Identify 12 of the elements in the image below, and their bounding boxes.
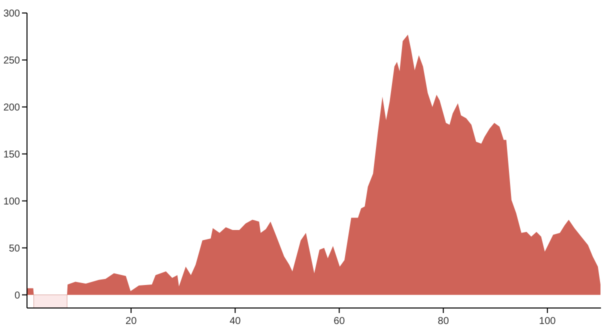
x-tick-label: 20 — [126, 316, 138, 327]
x-tick-label: 80 — [438, 316, 450, 327]
y-tick-label: 300 — [3, 8, 20, 20]
y-tick-label: 0 — [14, 290, 20, 302]
y-tick-label: 250 — [3, 55, 20, 66]
x-tick-label: 40 — [230, 316, 242, 327]
y-tick-label: 200 — [3, 102, 20, 114]
y-tick-label: 50 — [8, 243, 20, 254]
x-tick-label: 100 — [539, 316, 556, 327]
x-tick-label: 60 — [334, 316, 346, 327]
y-tick-label: 150 — [3, 149, 20, 160]
y-tick-label: 100 — [3, 196, 20, 208]
